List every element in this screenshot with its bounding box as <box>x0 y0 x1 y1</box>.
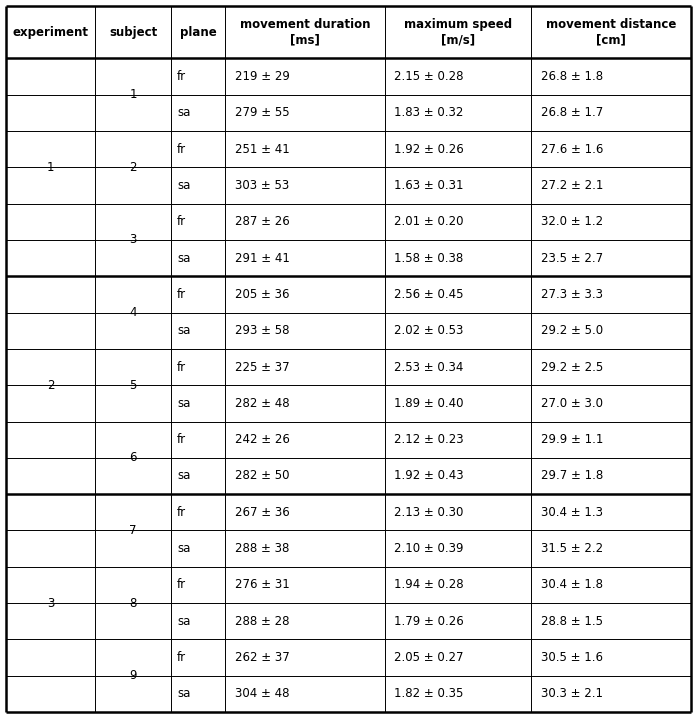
Text: 1: 1 <box>129 88 137 101</box>
Text: sa: sa <box>177 179 190 192</box>
Text: 2: 2 <box>47 378 54 392</box>
Text: 251 ± 41: 251 ± 41 <box>235 143 289 156</box>
Text: fr: fr <box>177 70 186 83</box>
Text: 2.05 ± 0.27: 2.05 ± 0.27 <box>394 651 464 664</box>
Text: 219 ± 29: 219 ± 29 <box>235 70 290 83</box>
Text: 30.3 ± 2.1: 30.3 ± 2.1 <box>541 687 603 700</box>
Text: 30.4 ± 1.3: 30.4 ± 1.3 <box>541 505 603 519</box>
Text: 242 ± 26: 242 ± 26 <box>235 433 290 446</box>
Text: 29.9 ± 1.1: 29.9 ± 1.1 <box>541 433 603 446</box>
Text: sa: sa <box>177 470 190 482</box>
Text: 225 ± 37: 225 ± 37 <box>235 360 289 373</box>
Text: 1.92 ± 0.43: 1.92 ± 0.43 <box>394 470 464 482</box>
Text: sa: sa <box>177 687 190 700</box>
Text: 1.58 ± 0.38: 1.58 ± 0.38 <box>394 251 464 265</box>
Text: 26.8 ± 1.8: 26.8 ± 1.8 <box>541 70 603 83</box>
Text: 27.2 ± 2.1: 27.2 ± 2.1 <box>541 179 603 192</box>
Text: sa: sa <box>177 397 190 410</box>
Text: 1: 1 <box>47 161 54 174</box>
Text: 267 ± 36: 267 ± 36 <box>235 505 289 519</box>
Text: 3: 3 <box>130 233 137 246</box>
Text: sa: sa <box>177 251 190 265</box>
Text: 279 ± 55: 279 ± 55 <box>235 106 289 119</box>
Text: 304 ± 48: 304 ± 48 <box>235 687 289 700</box>
Text: 2.10 ± 0.39: 2.10 ± 0.39 <box>394 542 464 555</box>
Text: 8: 8 <box>130 597 137 610</box>
Text: 31.5 ± 2.2: 31.5 ± 2.2 <box>541 542 603 555</box>
Text: 262 ± 37: 262 ± 37 <box>235 651 289 664</box>
Text: subject: subject <box>109 26 157 39</box>
Text: fr: fr <box>177 288 186 301</box>
Text: fr: fr <box>177 360 186 373</box>
Text: 2.56 ± 0.45: 2.56 ± 0.45 <box>394 288 464 301</box>
Text: 27.6 ± 1.6: 27.6 ± 1.6 <box>541 143 603 156</box>
Text: 2.12 ± 0.23: 2.12 ± 0.23 <box>394 433 464 446</box>
Text: 1.92 ± 0.26: 1.92 ± 0.26 <box>394 143 464 156</box>
Text: 30.5 ± 1.6: 30.5 ± 1.6 <box>541 651 603 664</box>
Text: movement duration
[ms]: movement duration [ms] <box>240 18 371 46</box>
Text: 2: 2 <box>129 161 137 174</box>
Text: 2.01 ± 0.20: 2.01 ± 0.20 <box>394 215 464 228</box>
Text: 2.13 ± 0.30: 2.13 ± 0.30 <box>394 505 464 519</box>
Text: 1.83 ± 0.32: 1.83 ± 0.32 <box>394 106 464 119</box>
Text: 205 ± 36: 205 ± 36 <box>235 288 289 301</box>
Text: sa: sa <box>177 325 190 337</box>
Text: 303 ± 53: 303 ± 53 <box>235 179 289 192</box>
Text: 26.8 ± 1.7: 26.8 ± 1.7 <box>541 106 603 119</box>
Text: 27.0 ± 3.0: 27.0 ± 3.0 <box>541 397 603 410</box>
Text: 1.79 ± 0.26: 1.79 ± 0.26 <box>394 615 464 628</box>
Text: 32.0 ± 1.2: 32.0 ± 1.2 <box>541 215 603 228</box>
Text: 282 ± 48: 282 ± 48 <box>235 397 289 410</box>
Text: 29.7 ± 1.8: 29.7 ± 1.8 <box>541 470 603 482</box>
Text: experiment: experiment <box>13 26 89 39</box>
Text: fr: fr <box>177 651 186 664</box>
Text: 3: 3 <box>47 597 54 610</box>
Text: 282 ± 50: 282 ± 50 <box>235 470 289 482</box>
Text: fr: fr <box>177 579 186 592</box>
Text: 288 ± 38: 288 ± 38 <box>235 542 289 555</box>
Text: 2.02 ± 0.53: 2.02 ± 0.53 <box>394 325 464 337</box>
Text: 1.89 ± 0.40: 1.89 ± 0.40 <box>394 397 464 410</box>
Text: 29.2 ± 5.0: 29.2 ± 5.0 <box>541 325 603 337</box>
Text: 293 ± 58: 293 ± 58 <box>235 325 289 337</box>
Text: fr: fr <box>177 215 186 228</box>
Text: sa: sa <box>177 542 190 555</box>
Text: sa: sa <box>177 615 190 628</box>
Text: 27.3 ± 3.3: 27.3 ± 3.3 <box>541 288 603 301</box>
Text: 287 ± 26: 287 ± 26 <box>235 215 289 228</box>
Text: 29.2 ± 2.5: 29.2 ± 2.5 <box>541 360 603 373</box>
Text: 291 ± 41: 291 ± 41 <box>235 251 290 265</box>
Text: fr: fr <box>177 505 186 519</box>
Text: movement distance
[cm]: movement distance [cm] <box>546 18 676 46</box>
Text: 288 ± 28: 288 ± 28 <box>235 615 289 628</box>
Text: 6: 6 <box>129 452 137 465</box>
Text: 2.53 ± 0.34: 2.53 ± 0.34 <box>394 360 464 373</box>
Text: 30.4 ± 1.8: 30.4 ± 1.8 <box>541 579 603 592</box>
Text: 9: 9 <box>129 669 137 682</box>
Text: 1.82 ± 0.35: 1.82 ± 0.35 <box>394 687 464 700</box>
Text: plane: plane <box>180 26 216 39</box>
Text: fr: fr <box>177 143 186 156</box>
Text: fr: fr <box>177 433 186 446</box>
Text: 28.8 ± 1.5: 28.8 ± 1.5 <box>541 615 603 628</box>
Text: 23.5 ± 2.7: 23.5 ± 2.7 <box>541 251 603 265</box>
Text: 5: 5 <box>130 378 137 392</box>
Text: 1.63 ± 0.31: 1.63 ± 0.31 <box>394 179 464 192</box>
Text: 1.94 ± 0.28: 1.94 ± 0.28 <box>394 579 464 592</box>
Text: 7: 7 <box>129 524 137 537</box>
Text: 2.15 ± 0.28: 2.15 ± 0.28 <box>394 70 464 83</box>
Text: 276 ± 31: 276 ± 31 <box>235 579 289 592</box>
Text: sa: sa <box>177 106 190 119</box>
Text: maximum speed
[m/s]: maximum speed [m/s] <box>404 18 512 46</box>
Text: 4: 4 <box>129 306 137 319</box>
